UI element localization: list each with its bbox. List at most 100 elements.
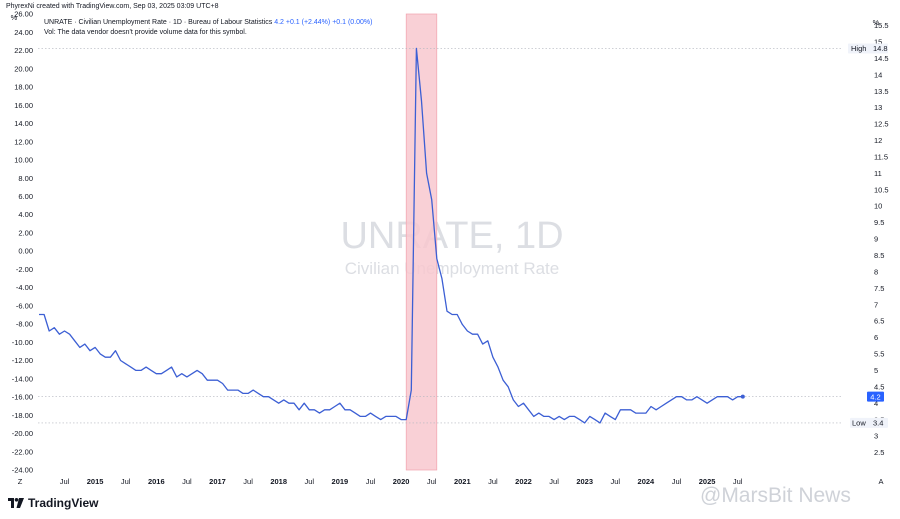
- right-axis-tick: 13: [874, 103, 882, 112]
- x-axis-tick: 2023: [576, 477, 593, 486]
- right-axis-tick: 7: [874, 300, 878, 309]
- right-axis-tick: 15.5: [874, 21, 889, 30]
- right-axis-tick: 14.5: [874, 54, 889, 63]
- recession-band: [405, 13, 438, 471]
- right-axis-tick: 3: [874, 432, 878, 441]
- left-axis-tick: 22.00: [14, 46, 33, 55]
- right-axis-tick: 7.5: [874, 284, 884, 293]
- x-axis-tick: 2021: [454, 477, 471, 486]
- left-axis-tick: -6.00: [16, 301, 33, 310]
- x-axis-corner-right: A: [878, 477, 883, 486]
- right-axis-tick: 15: [874, 37, 882, 46]
- tradingview-logo-text: TradingView: [28, 496, 99, 510]
- left-axis-tick: 10.00: [14, 156, 33, 165]
- low-label: Low 3.4: [850, 417, 888, 428]
- left-axis-tick: 18.00: [14, 83, 33, 92]
- right-axis-tick: 10: [874, 202, 882, 211]
- left-axis-tick: 0.00: [18, 247, 33, 256]
- last-point-marker[interactable]: [740, 394, 745, 399]
- x-axis-tick: 2017: [209, 477, 226, 486]
- left-axis[interactable]: 26.00 24.00 22.00 20.00 18.00 16.00 14.00 12.00…: [11, 10, 33, 475]
- x-axis-tick: 2018: [270, 477, 287, 486]
- low-label-text: Low: [852, 419, 866, 428]
- left-axis-tick: -22.00: [12, 447, 33, 456]
- right-axis-tick: 11.5: [874, 152, 888, 161]
- high-label-value: 14.8: [873, 44, 888, 53]
- left-axis-tick: -16.00: [12, 393, 33, 402]
- left-axis-tick: -2.00: [16, 265, 33, 274]
- left-axis-tick: 8.00: [18, 174, 33, 183]
- x-axis-tick: Jul: [488, 477, 498, 486]
- site-watermark: @MarsBit News: [700, 484, 851, 507]
- right-axis-tick: 4: [874, 399, 878, 408]
- right-axis-tick: 13.5: [874, 87, 889, 96]
- x-axis-tick: 2020: [393, 477, 410, 486]
- right-axis-tick: 2.5: [874, 448, 884, 457]
- right-axis-tick: 8.5: [874, 251, 884, 260]
- left-axis-tick: 26.00: [14, 10, 33, 19]
- volume-note: Vol: The data vendor doesn't provide vol…: [44, 29, 247, 36]
- last-value: 4.2: [274, 19, 284, 26]
- change-value: +0.1 (+2.44%): [285, 19, 331, 26]
- x-axis-tick: Jul: [611, 477, 621, 486]
- right-axis-tick: 11: [874, 169, 882, 178]
- right-axis-tick: 6: [874, 333, 878, 342]
- right-axis-tick: 12: [874, 136, 882, 145]
- left-axis-tick: -18.00: [12, 411, 33, 420]
- right-axis-tick: 9.5: [874, 218, 884, 227]
- left-axis-tick: -14.00: [12, 374, 33, 383]
- right-axis-tick: 9: [874, 235, 878, 244]
- x-axis[interactable]: Jul 2015 Jul 2016 Jul 2017 Jul 2018 Jul 2019 Jul 20…: [18, 477, 884, 486]
- low-label-value: 3.4: [873, 419, 883, 428]
- right-axis-tick: 14: [874, 70, 882, 79]
- x-axis-tick: Jul: [549, 477, 559, 486]
- x-axis-tick: 2016: [148, 477, 165, 486]
- legend-title-line: UNRATE · Civilian Unemployment Rate · 1D…: [44, 19, 372, 26]
- left-axis-tick: 2.00: [18, 228, 33, 237]
- x-axis-tick: 2019: [332, 477, 349, 486]
- right-axis-tick: 6.5: [874, 317, 884, 326]
- x-axis-tick: Jul: [243, 477, 253, 486]
- left-axis-tick: -20.00: [12, 429, 33, 438]
- left-axis-tick: 16.00: [14, 101, 33, 110]
- x-axis-tick: 2024: [638, 477, 656, 486]
- left-axis-tick: 24.00: [14, 28, 33, 37]
- high-label-text: High: [851, 44, 866, 53]
- left-axis-tick: -10.00: [12, 338, 33, 347]
- x-axis-tick: 2015: [87, 477, 104, 486]
- right-axis-tick: 5: [874, 366, 878, 375]
- left-axis-tick: 4.00: [18, 210, 33, 219]
- tradingview-logo-icon: [8, 498, 24, 508]
- right-axis-tick: 12.5: [874, 120, 889, 129]
- x-axis-tick: 2022: [515, 477, 532, 486]
- left-axis-tick: 12.00: [14, 137, 33, 146]
- x-axis-tick: Jul: [672, 477, 682, 486]
- x-axis-tick: Jul: [60, 477, 70, 486]
- symbol-title[interactable]: UNRATE · Civilian Unemployment Rate · 1D…: [44, 19, 273, 26]
- left-axis-tick: -8.00: [16, 320, 33, 329]
- left-axis-tick: 20.00: [14, 64, 33, 73]
- x-axis-tick: Jul: [305, 477, 315, 486]
- x-axis-tick: Jul: [427, 477, 437, 486]
- name-watermark: Civilian Unemployment Rate: [345, 259, 559, 278]
- left-axis-tick: -12.00: [12, 356, 33, 365]
- right-axis[interactable]: %15.5 15 14.5 14 13.5 13 12.5 12 11.5 11 10.5 10 9.5…: [873, 18, 889, 457]
- x-axis-tick: Jul: [182, 477, 192, 486]
- unemployment-rate-line[interactable]: [39, 47, 743, 424]
- right-axis-tick: 5.5: [874, 350, 884, 359]
- chart-credit: PhyrexNi created with TradingView.com, S…: [6, 3, 219, 10]
- right-axis-tick: 10.5: [874, 185, 889, 194]
- left-axis-tick: -4.00: [16, 283, 33, 292]
- right-axis-tick: 8: [874, 267, 878, 276]
- left-axis-unit: %: [11, 13, 18, 22]
- tradingview-logo[interactable]: TradingView: [8, 496, 98, 510]
- symbol-watermark: UNRATE, 1D: [340, 215, 563, 257]
- left-axis-tick: -24.00: [12, 466, 33, 475]
- x-axis-corner-left: Z: [18, 477, 23, 486]
- change-value-2: +0.1 (0.00%): [332, 19, 373, 26]
- x-axis-tick: 2025: [699, 477, 716, 486]
- x-axis-tick: Jul: [733, 477, 743, 486]
- left-axis-tick: 6.00: [18, 192, 33, 201]
- right-axis-unit: %: [873, 18, 880, 27]
